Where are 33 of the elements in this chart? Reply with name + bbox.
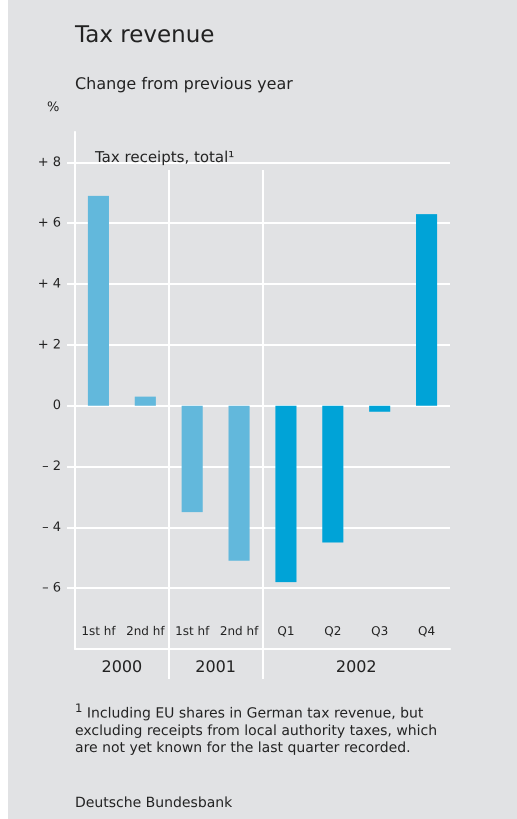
bar — [275, 406, 296, 582]
x-tick-label: Q3 — [371, 624, 388, 638]
chart-title: Tax revenue — [75, 22, 214, 48]
text: 2001 — [194, 657, 237, 676]
x-tick-label: 2nd hf — [220, 624, 260, 638]
x-tick-label: 1st hf — [175, 624, 210, 638]
series-label: Tax receipts, total¹ — [95, 148, 234, 166]
bar — [182, 406, 203, 512]
bar — [134, 396, 156, 406]
y-tick-label: – 4 — [42, 520, 61, 535]
y-tick-label: + 4 — [38, 276, 61, 292]
y-tick-label: + 2 — [38, 337, 61, 352]
x-tick-label: Q1 — [277, 624, 294, 638]
y-tick-label: – 2 — [42, 459, 61, 474]
bar — [416, 214, 438, 406]
y-axis-title: % — [47, 100, 60, 115]
text: 2000 — [100, 657, 144, 676]
x-tick-label: Q4 — [418, 624, 436, 638]
text: 2002 — [334, 657, 378, 676]
y-tick-label: + 8 — [38, 154, 61, 170]
bar — [322, 406, 344, 543]
bar — [88, 196, 109, 406]
text: Deutsche Bundesbank — [75, 795, 232, 811]
bar — [369, 406, 390, 412]
bar — [228, 406, 250, 561]
x-tick-label: Q2 — [324, 624, 342, 638]
chart-subtitle: Change from previous year — [75, 74, 293, 93]
text: $^{1}$ Including EU shares in German tax revenue, but excluding receipts from local authority taxes, which are not yet known for the last quarter recorded. — [75, 700, 438, 757]
y-tick-label: – 6 — [42, 580, 61, 596]
x-tick-label: 1st hf — [81, 624, 116, 638]
y-tick-label: 0 — [52, 398, 61, 414]
x-tick-label: 2nd hf — [126, 624, 166, 638]
y-tick-label: + 6 — [38, 216, 61, 231]
